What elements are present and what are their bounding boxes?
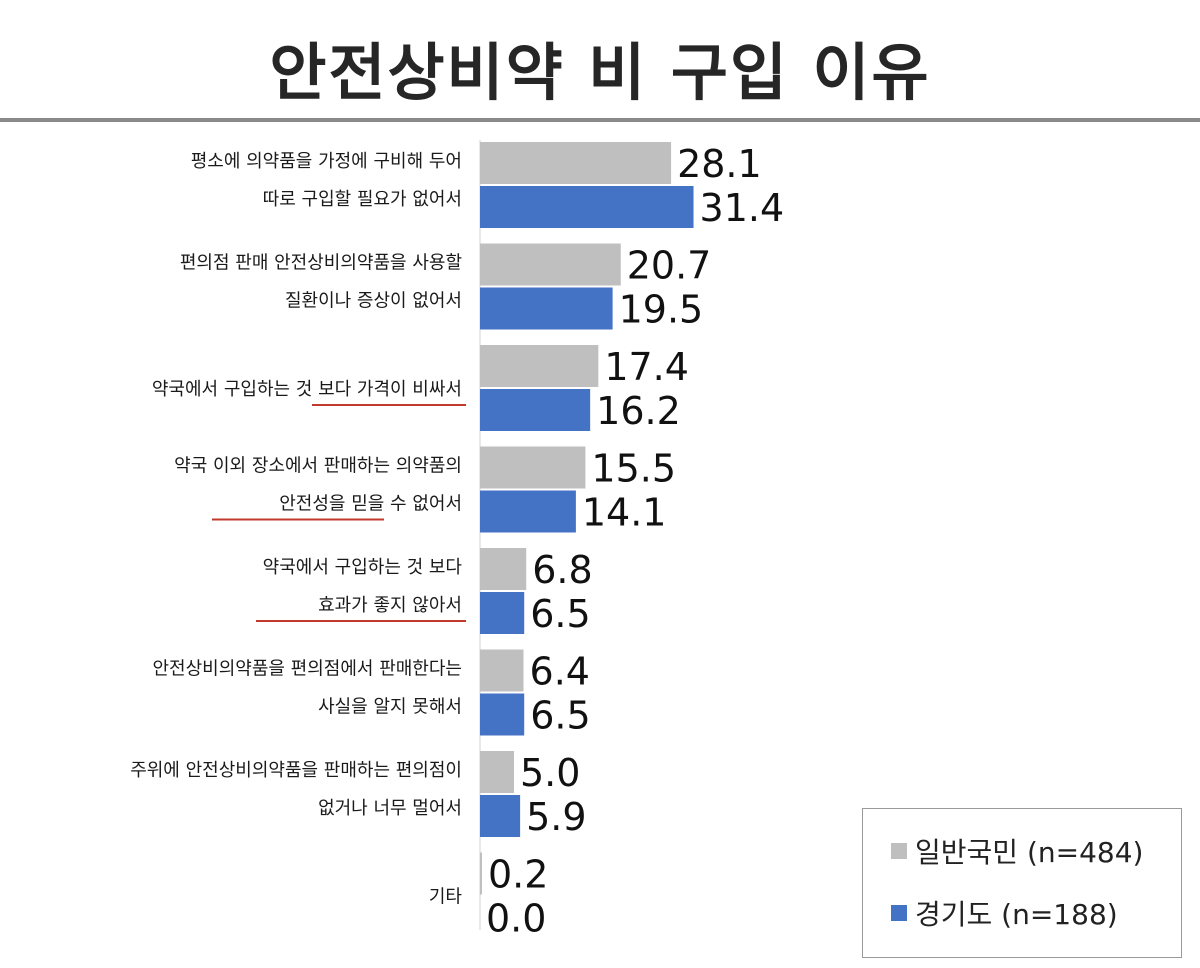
legend-swatch-general bbox=[891, 843, 907, 859]
title-divider bbox=[0, 118, 1200, 122]
value-label-gyeonggi-3: 14.1 bbox=[582, 491, 667, 535]
value-label-general-3: 15.5 bbox=[591, 447, 676, 491]
value-label-gyeonggi-0: 31.4 bbox=[700, 186, 785, 230]
value-label-gyeonggi-7: 0.0 bbox=[486, 897, 546, 941]
category-label-2-0: 약국에서 구입하는 것 보다 가격이 비싸서 bbox=[152, 379, 462, 400]
value-label-general-0: 28.1 bbox=[677, 142, 762, 186]
bar-gyeonggi-3 bbox=[480, 490, 576, 533]
bar-general-0 bbox=[480, 142, 672, 184]
value-label-gyeonggi-5: 6.5 bbox=[530, 694, 590, 738]
category-label-5-0: 안전상비의약품을 편의점에서 판매한다는 bbox=[152, 659, 462, 680]
category-label-0-1: 따로 구입할 필요가 없어서 bbox=[263, 189, 462, 210]
category-label-6-1: 없거나 너무 멀어서 bbox=[318, 798, 462, 819]
value-label-general-5: 6.4 bbox=[530, 650, 590, 694]
category-label-3-0: 약국 이외 장소에서 판매하는 의약품의 bbox=[174, 456, 462, 477]
legend: 일반국민 (n=484) 경기도 (n=188) bbox=[862, 808, 1182, 958]
bar-gyeonggi-0 bbox=[480, 186, 694, 228]
bar-general-1 bbox=[480, 243, 621, 286]
bar-general-3 bbox=[480, 446, 586, 489]
legend-label-general: 일반국민 (n=484) bbox=[915, 836, 1144, 869]
category-label-1-0: 편의점 판매 안전상비의약품을 사용할 bbox=[180, 253, 462, 274]
bar-general-5 bbox=[480, 649, 524, 692]
category-label-4-1: 효과가 좋지 않아서 bbox=[318, 595, 462, 616]
legend-item-gyeonggi: 경기도 (n=188) bbox=[891, 893, 1118, 933]
bar-general-4 bbox=[480, 548, 527, 590]
legend-label-gyeonggi: 경기도 (n=188) bbox=[915, 898, 1118, 931]
category-label-1-1: 질환이나 증상이 없어서 bbox=[285, 291, 462, 312]
legend-item-general: 일반국민 (n=484) bbox=[891, 831, 1143, 871]
bar-gyeonggi-1 bbox=[480, 287, 613, 330]
category-label-3-1: 안전성을 믿을 수 없어서 bbox=[279, 494, 462, 515]
bar-general-6 bbox=[480, 751, 514, 793]
value-label-gyeonggi-1: 19.5 bbox=[619, 288, 704, 332]
category-label-4-0: 약국에서 구입하는 것 보다 bbox=[263, 557, 463, 578]
value-label-gyeonggi-6: 5.9 bbox=[526, 795, 586, 839]
category-label-0-0: 평소에 의약품을 가정에 구비해 두어 bbox=[191, 151, 462, 172]
value-label-gyeonggi-4: 6.5 bbox=[530, 592, 590, 636]
bar-gyeonggi-5 bbox=[480, 693, 525, 736]
legend-swatch-gyeonggi bbox=[891, 905, 907, 921]
category-label-7-0: 기타 bbox=[429, 887, 463, 908]
bar-gyeonggi-2 bbox=[480, 389, 591, 431]
chart-title: 안전상비약 비 구입 이유 bbox=[269, 36, 931, 109]
value-label-gyeonggi-2: 16.2 bbox=[596, 389, 681, 433]
category-label-6-0: 주위에 안전상비의약품을 판매하는 편의점이 bbox=[130, 760, 462, 781]
bar-general-7 bbox=[480, 852, 482, 895]
value-label-general-4: 6.8 bbox=[532, 548, 592, 592]
value-label-general-2: 17.4 bbox=[604, 345, 689, 389]
bar-gyeonggi-4 bbox=[480, 592, 525, 634]
bar-gyeonggi-6 bbox=[480, 795, 521, 837]
category-label-5-1: 사실을 알지 못해서 bbox=[318, 697, 462, 718]
bar-general-2 bbox=[480, 345, 599, 387]
value-label-general-7: 0.2 bbox=[488, 853, 548, 897]
value-label-general-1: 20.7 bbox=[627, 244, 712, 288]
value-label-general-6: 5.0 bbox=[520, 751, 580, 795]
